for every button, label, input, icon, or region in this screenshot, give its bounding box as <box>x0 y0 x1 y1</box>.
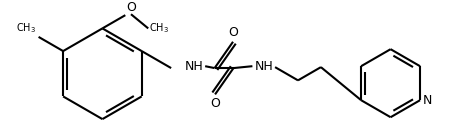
Text: CH$_3$: CH$_3$ <box>16 21 36 35</box>
Text: O: O <box>126 1 136 14</box>
Text: O: O <box>228 26 238 39</box>
Text: N: N <box>423 94 432 107</box>
Text: NH: NH <box>254 60 273 73</box>
Text: NH: NH <box>185 60 203 73</box>
Text: O: O <box>210 97 220 110</box>
Text: CH$_3$: CH$_3$ <box>149 22 169 35</box>
